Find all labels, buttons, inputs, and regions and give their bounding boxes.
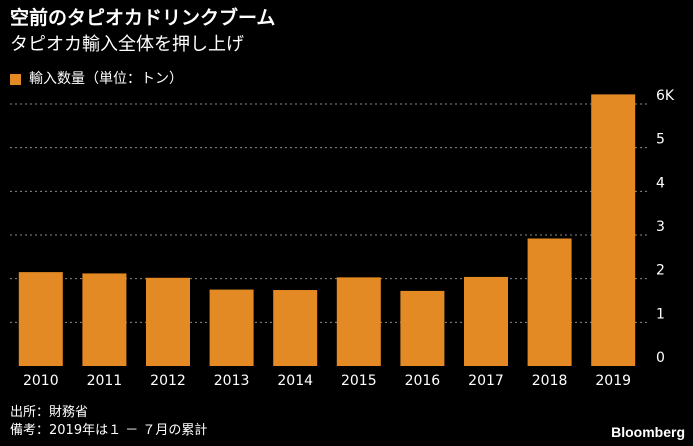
x-tick-label: 2012 bbox=[150, 373, 186, 389]
x-tick-label: 2013 bbox=[214, 373, 250, 389]
bar-2015 bbox=[336, 277, 381, 366]
y-tick-label: 6K bbox=[656, 88, 675, 104]
bar-2014 bbox=[273, 290, 318, 366]
y-tick-label: 5 bbox=[656, 132, 665, 148]
bar-2012 bbox=[146, 277, 190, 366]
chart-subtitle: タピオカ輸入全体を押し上げ bbox=[10, 34, 244, 55]
y-tick-label: 0 bbox=[656, 350, 665, 366]
bar-2017 bbox=[464, 276, 508, 366]
x-tick-label: 2014 bbox=[277, 373, 313, 389]
bloomberg-logo: Bloomberg bbox=[611, 424, 685, 440]
chart-title: 空前のタピオカドリンクブーム bbox=[10, 7, 276, 29]
y-tick-label: 2 bbox=[656, 263, 665, 279]
y-tick-label: 4 bbox=[656, 175, 665, 191]
legend-swatch bbox=[10, 73, 21, 85]
source-note: 出所：財務省 bbox=[10, 405, 89, 420]
x-tick-label: 2018 bbox=[532, 373, 568, 389]
remarks-note: 備考：2019年は１ － ７月の累計 bbox=[10, 423, 208, 438]
legend-label: 輸入数量（単位：トン） bbox=[29, 71, 183, 87]
x-tick-label: 2019 bbox=[595, 373, 631, 389]
bar-2016 bbox=[400, 290, 445, 366]
y-tick-label: 1 bbox=[656, 306, 665, 322]
y-tick-label: 3 bbox=[656, 219, 665, 235]
bar-2011 bbox=[82, 273, 127, 366]
bar-2019 bbox=[591, 94, 636, 366]
x-tick-label: 2010 bbox=[23, 373, 59, 389]
x-tick-label: 2015 bbox=[341, 373, 377, 389]
x-tick-label: 2017 bbox=[468, 373, 504, 389]
x-tick-label: 2016 bbox=[405, 373, 441, 389]
legend: 輸入数量（単位：トン） bbox=[10, 70, 183, 88]
bar-2018 bbox=[527, 238, 572, 366]
x-tick-label: 2011 bbox=[87, 373, 123, 389]
bar-2013 bbox=[209, 289, 254, 366]
bar-2010 bbox=[18, 272, 63, 366]
